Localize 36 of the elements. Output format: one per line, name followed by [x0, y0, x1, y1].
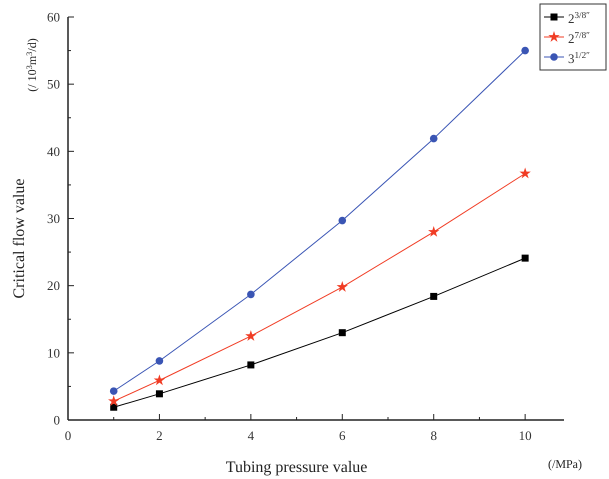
- x-tick-label: 2: [156, 428, 163, 443]
- point: [428, 226, 440, 237]
- y-axis-title: Critical flow value: [11, 178, 28, 298]
- y-tick-label: 50: [47, 76, 60, 92]
- legend-label: 2$^{7/8″}$: [568, 30, 590, 46]
- point: [336, 281, 348, 292]
- x-tick-label: 6: [339, 428, 346, 443]
- point: [154, 374, 166, 386]
- legend-label: 2$^{3/8″}$: [568, 10, 590, 26]
- point: [430, 134, 438, 142]
- point: [156, 390, 163, 398]
- y-tick-label: 10: [47, 345, 60, 360]
- point: [521, 46, 529, 54]
- text: (/MPa): [548, 457, 582, 471]
- point: [108, 395, 120, 406]
- y-tick-label: 0: [54, 412, 60, 428]
- y-tick-label: 20: [47, 278, 60, 294]
- point: [338, 216, 346, 224]
- x-tick-label: 8: [430, 428, 437, 443]
- y-tick-label: 60: [47, 10, 60, 25]
- legend-label: 3$^{1/2″}$: [568, 50, 590, 66]
- point: [430, 292, 438, 300]
- x-tick-label: 0: [64, 428, 72, 443]
- x-axis-title: Tubing pressure value: [226, 459, 368, 476]
- point: [519, 168, 531, 178]
- point: [522, 254, 529, 262]
- point: [156, 357, 164, 365]
- y-tick-label: 40: [47, 144, 60, 159]
- point: [338, 329, 346, 336]
- point: [247, 361, 254, 368]
- x-tick-label: 10: [518, 428, 532, 443]
- point: [110, 387, 118, 395]
- y-tick-label: 30: [47, 211, 60, 226]
- point: [245, 330, 257, 341]
- point: [247, 290, 255, 298]
- x-tick-label: 4: [248, 428, 255, 443]
